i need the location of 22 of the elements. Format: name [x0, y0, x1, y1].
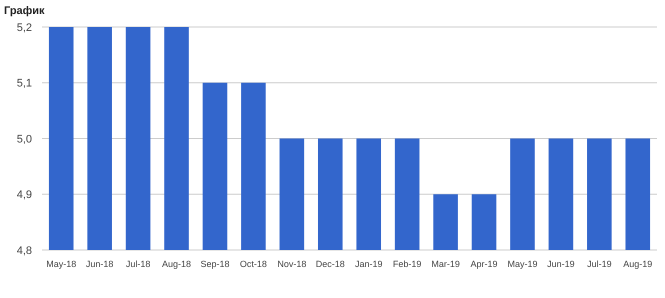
x-tick-label: May-19 — [507, 259, 538, 269]
x-tick-label: Apr-19 — [470, 259, 498, 269]
y-tick-label: 5,0 — [16, 133, 32, 146]
x-tick-label: Dec-18 — [316, 259, 345, 269]
x-tick-label: Jan-19 — [354, 259, 382, 269]
x-tick-label: Mar-19 — [431, 259, 460, 269]
chart-title: График — [4, 5, 46, 17]
y-tick-label: 5,1 — [16, 78, 32, 90]
x-tick-label: May-18 — [46, 259, 76, 269]
y-tick-label: 4,8 — [16, 244, 32, 257]
x-tick-label: Oct-18 — [240, 259, 267, 269]
x-tick-label: Jun-19 — [547, 259, 575, 269]
x-tick-label: Jul-19 — [587, 259, 612, 269]
x-tick-label: Feb-19 — [392, 259, 422, 269]
x-tick-label: Nov-18 — [277, 259, 306, 269]
x-tick-label: Jul-18 — [126, 259, 150, 269]
y-tick-label: 5,2 — [16, 22, 32, 34]
x-tick-label: Sep-18 — [200, 259, 230, 269]
y-tick-label: 4,9 — [16, 189, 32, 202]
x-tick-label: Aug-18 — [162, 259, 192, 269]
x-tick-label: Aug-19 — [623, 259, 652, 269]
x-tick-label: Jun-18 — [86, 259, 114, 269]
